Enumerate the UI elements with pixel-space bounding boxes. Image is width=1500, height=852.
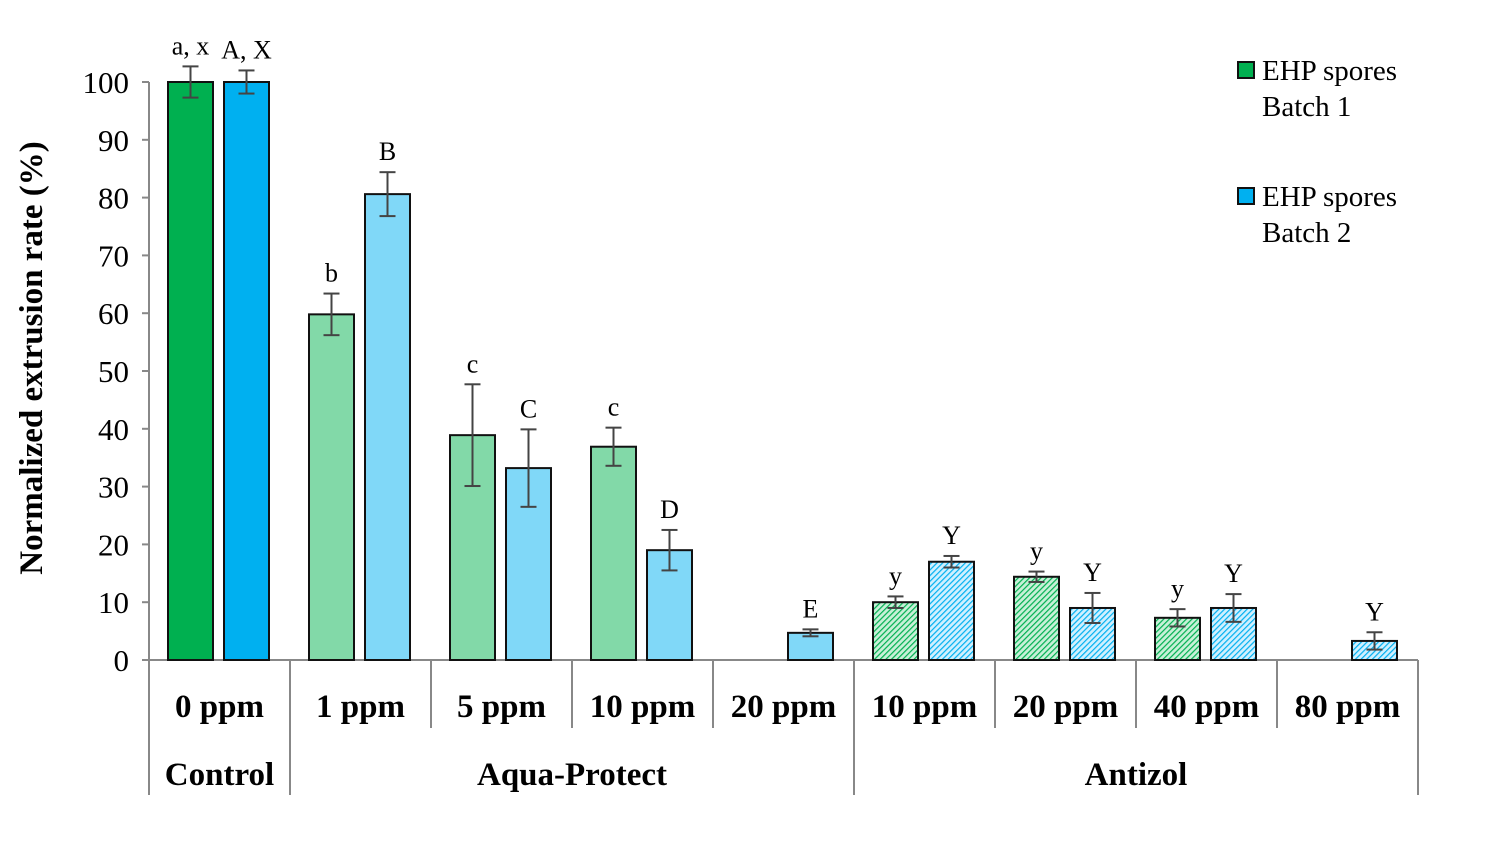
category-label: 80 ppm	[1295, 689, 1400, 725]
significance-label: Y	[942, 521, 961, 550]
group-label: Control	[165, 757, 274, 793]
category-label: 20 ppm	[731, 689, 836, 725]
y-tick-label: 70	[98, 238, 129, 273]
significance-label: Y	[1083, 558, 1102, 587]
significance-label: y	[1030, 537, 1043, 566]
bar	[364, 193, 411, 662]
significance-label: c	[467, 349, 479, 378]
y-tick-label: 30	[98, 470, 129, 505]
significance-label: y	[1171, 574, 1184, 603]
y-tick-label: 20	[98, 527, 129, 562]
y-tick-label: 80	[98, 181, 129, 216]
legend-label: Batch 1	[1262, 91, 1351, 123]
legend-swatch	[1237, 61, 1255, 79]
significance-label: b	[325, 259, 338, 288]
category-label: 10 ppm	[590, 689, 695, 725]
significance-label: E	[803, 594, 819, 623]
significance-label: D	[660, 495, 679, 524]
bar	[167, 81, 214, 661]
category-label: 20 ppm	[1013, 689, 1118, 725]
legend-swatch	[1237, 187, 1255, 205]
group-label: Aqua-Protect	[477, 757, 667, 793]
bar	[928, 560, 975, 661]
group-label: Antizol	[1085, 757, 1188, 793]
y-tick-label: 0	[114, 643, 130, 678]
y-tick-label: 90	[98, 123, 129, 158]
category-label: 1 ppm	[316, 689, 405, 725]
legend-label: Batch 2	[1262, 217, 1351, 249]
significance-label: Y	[1224, 559, 1243, 588]
y-tick-label: 10	[98, 585, 129, 620]
y-tick-label: 60	[98, 296, 129, 331]
significance-label: A, X	[221, 35, 272, 64]
significance-label: B	[379, 137, 396, 166]
y-axis-label: Normalized extrusion rate (%)	[14, 141, 50, 574]
category-label: 10 ppm	[872, 689, 977, 725]
significance-label: Y	[1365, 597, 1384, 626]
significance-label: C	[520, 394, 537, 423]
bar	[1013, 575, 1060, 662]
y-tick-label: 40	[98, 412, 129, 447]
category-label: 0 ppm	[175, 689, 264, 725]
significance-label: c	[608, 393, 620, 422]
y-tick-label: 50	[98, 354, 129, 389]
bar	[590, 445, 637, 661]
bar	[872, 601, 919, 662]
significance-label: y	[889, 561, 902, 590]
bar	[223, 81, 270, 661]
significance-label: a, x	[172, 31, 210, 60]
legend-label: EHP spores	[1262, 55, 1397, 87]
category-label: 40 ppm	[1154, 689, 1259, 725]
y-tick-label: 100	[83, 65, 130, 100]
legend-label: EHP spores	[1262, 181, 1397, 213]
bar	[308, 313, 355, 661]
category-label: 5 ppm	[457, 689, 546, 725]
